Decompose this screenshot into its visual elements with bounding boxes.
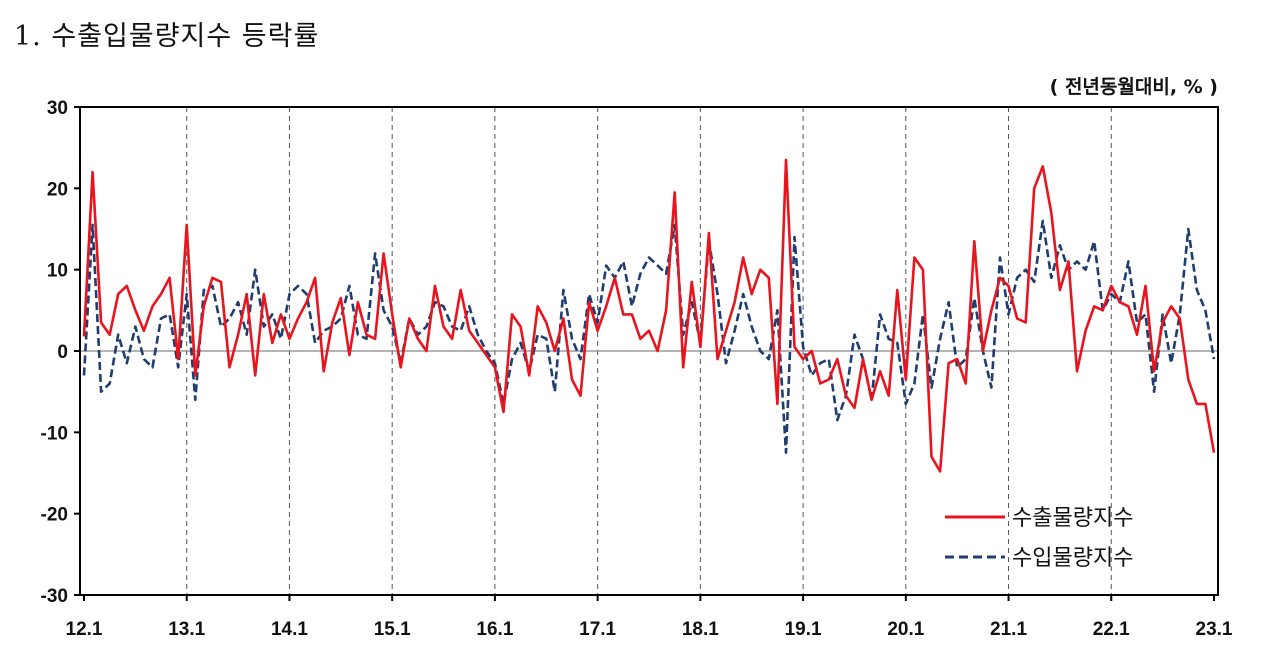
x-tick-label: 15.1 <box>374 619 411 640</box>
legend-label-export: 수출물량지수 <box>1012 506 1133 531</box>
series-lines <box>82 158 1216 473</box>
x-tick-label: 20.1 <box>887 619 924 640</box>
legend-label-import: 수입물량지수 <box>1012 546 1133 571</box>
y-tick-label: -10 <box>41 423 68 444</box>
x-axis-ticks: 12.1 13.1 14.1 15.1 16.1 17.1 18.1 19.1 20.1 21.1… <box>66 595 1233 640</box>
y-tick-label: 20 <box>47 179 68 200</box>
unit-label: ( 전년동월대비, % ) <box>1049 76 1218 98</box>
chart-title: 1. 수출입물량지수 등락률 <box>14 21 320 52</box>
y-tick-label: 0 <box>57 342 68 363</box>
x-tick-label: 17.1 <box>579 619 616 640</box>
legend: 수출물량지수 수입물량지수 <box>945 506 1133 571</box>
y-axis-ticks: 30 20 10 0 -10 -20 -30 <box>41 98 80 607</box>
x-tick-label: 13.1 <box>168 619 205 640</box>
x-tick-label: 12.1 <box>66 619 103 640</box>
x-tick-label: 18.1 <box>682 619 719 640</box>
y-tick-label: -20 <box>41 505 68 526</box>
x-tick-label: 19.1 <box>785 619 822 640</box>
y-tick-label: 10 <box>47 261 68 282</box>
x-tick-label: 14.1 <box>271 619 308 640</box>
x-tick-label: 22.1 <box>1093 619 1130 640</box>
y-tick-label: 30 <box>47 98 68 119</box>
x-tick-label: 21.1 <box>990 619 1027 640</box>
x-tick-label: 23.1 <box>1196 619 1233 640</box>
series-line-export <box>82 158 1216 473</box>
series-line-import <box>82 219 1216 455</box>
y-tick-label: -30 <box>41 586 68 607</box>
x-tick-label: 16.1 <box>476 619 513 640</box>
